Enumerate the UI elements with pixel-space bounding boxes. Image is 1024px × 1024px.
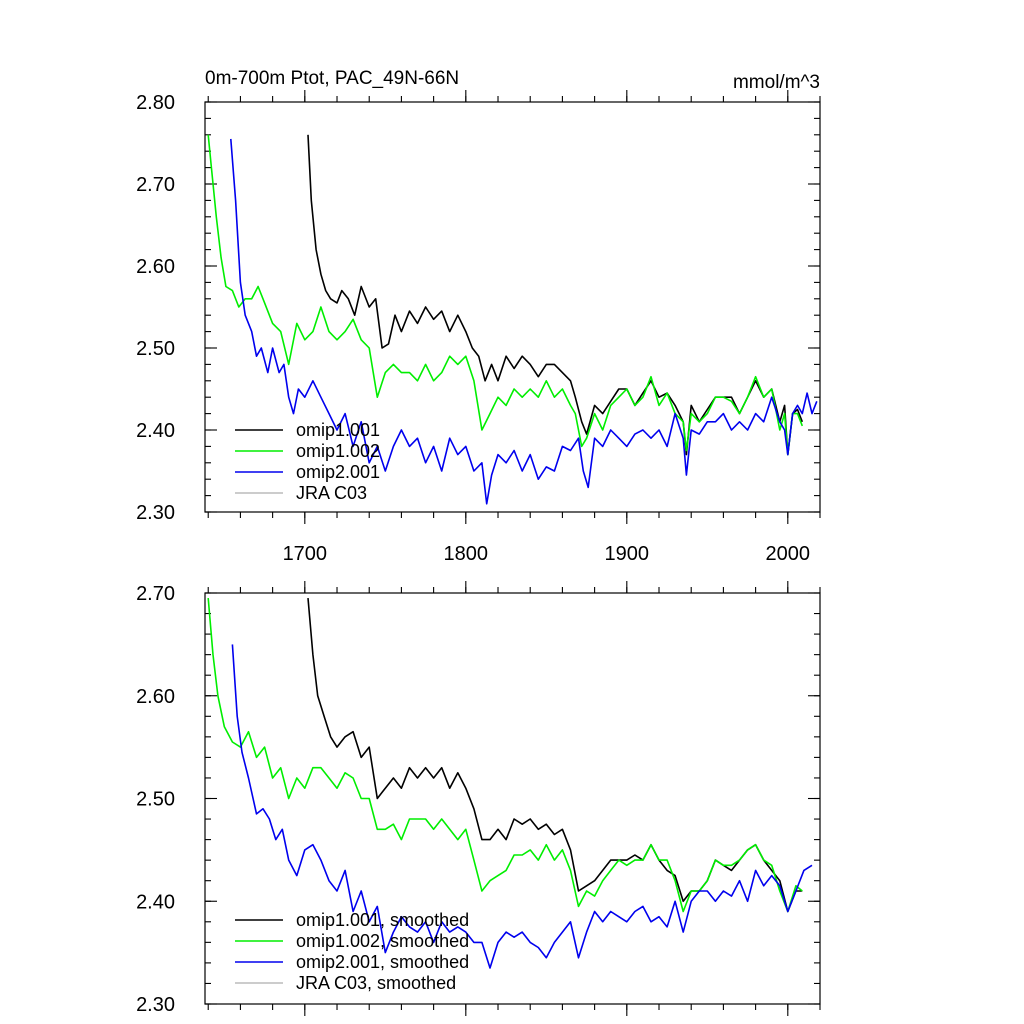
y-tick-label: 2.80 (136, 92, 175, 114)
series-line (307, 134, 804, 456)
legend-label: omip1.002, smoothed (296, 931, 469, 951)
legend-label: omip1.002 (296, 441, 380, 461)
y-tick-label: 2.60 (136, 686, 175, 708)
x-tick-label: 1700 (283, 543, 328, 565)
y-tick-label: 2.70 (136, 174, 175, 196)
y-tick-label: 2.50 (136, 789, 175, 811)
series-line (207, 598, 803, 913)
x-tick-label: 1800 (444, 543, 489, 565)
plot-frame (204, 101, 821, 513)
chart-title: 0m-700m Ptot, PAC_49N-66N (205, 68, 459, 89)
legend-label: omip2.001, smoothed (296, 952, 469, 972)
x-tick-label: 2000 (766, 543, 811, 565)
legend-label: omip2.001 (296, 462, 380, 482)
series-line (230, 138, 818, 505)
units-label: mmol/m^3 (733, 72, 820, 93)
y-tick-label: 2.60 (136, 256, 175, 278)
series-line (207, 134, 804, 456)
top-panel: 2.30 2.40 2.50 2.60 2.70 2.80 1700 1800 1900 2000… (136, 90, 821, 565)
series-line (307, 598, 803, 913)
y-tick-label: 2.40 (136, 420, 175, 442)
x-tick-label: 1900 (605, 543, 650, 565)
legend-label: omip1.001 (296, 420, 380, 440)
legend-label: omip1.001, smoothed (296, 910, 469, 930)
legend-label: JRA C03 (296, 483, 367, 503)
y-tick-label: 2.40 (136, 891, 175, 913)
y-tick-label: 2.30 (136, 502, 175, 524)
series-line (231, 644, 813, 969)
y-tick-label: 2.30 (136, 994, 175, 1016)
legend-label: JRA C03, smoothed (296, 973, 456, 993)
y-tick-label: 2.50 (136, 338, 175, 360)
y-tick-label: 2.70 (136, 583, 175, 605)
